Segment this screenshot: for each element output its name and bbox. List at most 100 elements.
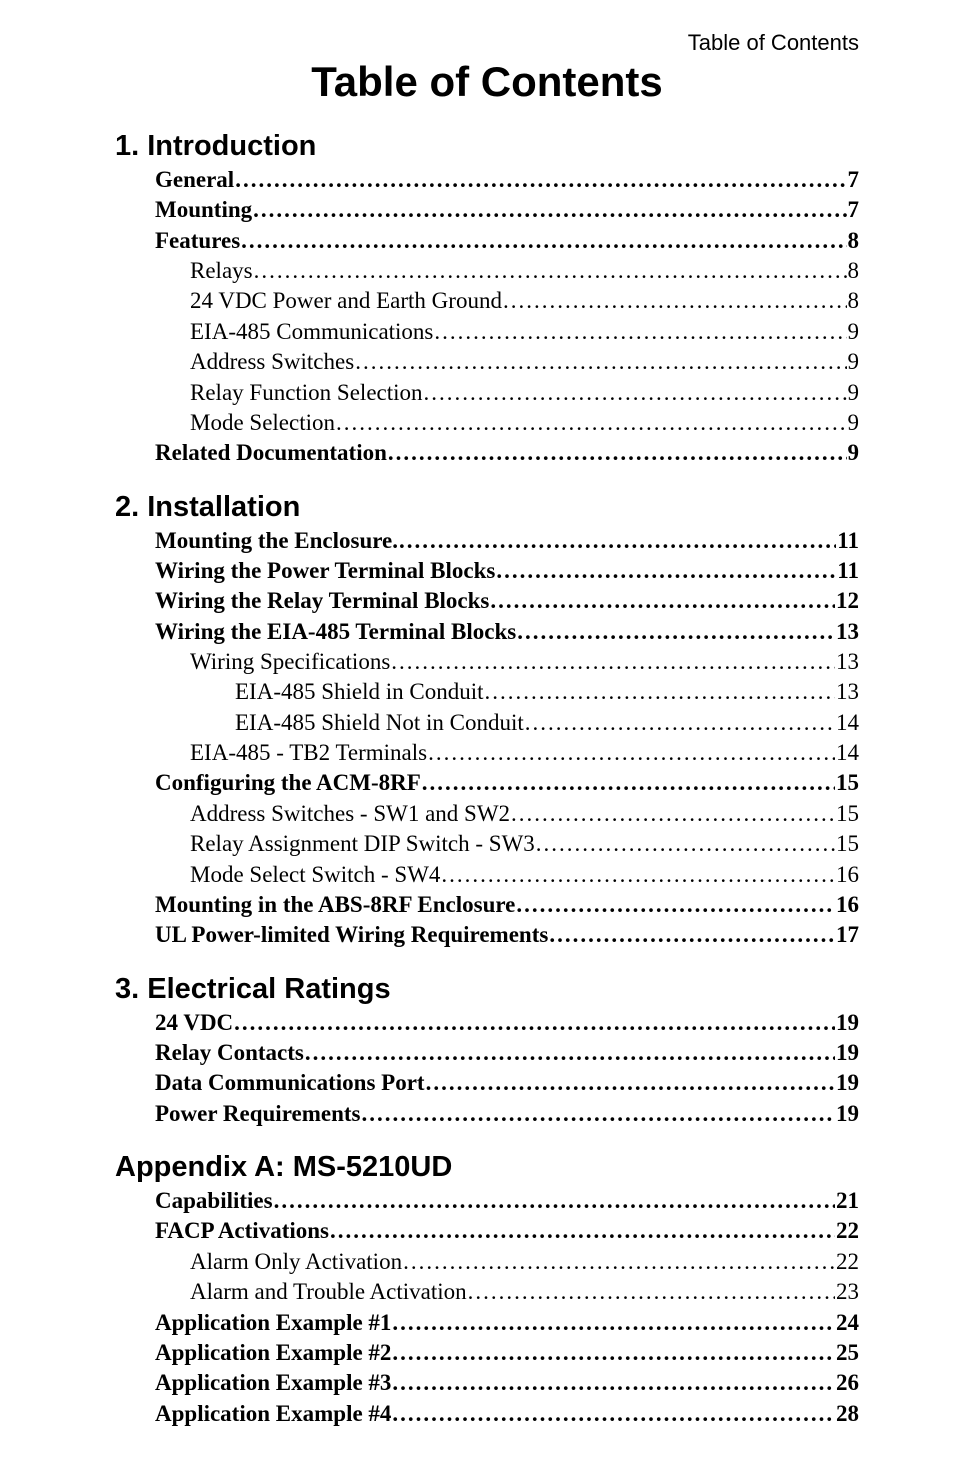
- toc-entry-dots: [235, 165, 846, 193]
- toc-entry-text: FACP Activations: [155, 1216, 329, 1246]
- toc-entry-dots: [503, 286, 847, 314]
- toc-entry-page: 13: [836, 677, 859, 707]
- toc-entry-dots: [392, 1308, 835, 1336]
- toc-entry-page: 8: [848, 226, 860, 256]
- toc-entry-page: 26: [836, 1368, 859, 1398]
- toc-entry-text: Wiring the EIA-485 Terminal Blocks: [155, 617, 516, 647]
- toc-entry-dots: [330, 1216, 835, 1244]
- toc-entry-page: 15: [836, 829, 859, 859]
- toc-entry-dots: [536, 829, 835, 857]
- toc-entry-dots: [361, 1099, 835, 1127]
- toc-entry-dots: [441, 860, 835, 888]
- toc-entry-page: 22: [836, 1216, 859, 1246]
- toc-entry-text: Related Documentation: [155, 438, 387, 468]
- toc-entry-dots: [549, 920, 835, 948]
- toc-entry-text: Features: [155, 226, 240, 256]
- toc-entry: Alarm and Trouble Activation 23: [115, 1277, 859, 1307]
- toc-entry-dots: [392, 1399, 835, 1427]
- toc-entry-page: 24: [836, 1308, 859, 1338]
- toc-entry-dots: [517, 617, 835, 645]
- toc-entry-page: 11: [837, 526, 859, 556]
- toc-entry-page: 21: [836, 1186, 859, 1216]
- toc-entry-text: EIA-485 - TB2 Terminals: [190, 738, 427, 768]
- toc-entry: Wiring Specifications 13: [115, 647, 859, 677]
- toc-entry: EIA-485 Communications 9: [115, 317, 859, 347]
- toc-entry-page: 19: [836, 1038, 859, 1068]
- toc-entry-page: 12: [836, 586, 859, 616]
- toc-entry-dots: [392, 1338, 835, 1366]
- toc-entry-page: 9: [848, 317, 860, 347]
- toc-entry-page: 8: [848, 286, 860, 316]
- toc-entry: Application Example #1 24: [115, 1308, 859, 1338]
- toc-entry: Alarm Only Activation 22: [115, 1247, 859, 1277]
- toc-entry: Relay Assignment DIP Switch - SW3 15: [115, 829, 859, 859]
- toc-entry-dots: [511, 799, 835, 827]
- toc-entry-text: Address Switches - SW1 and SW2: [190, 799, 510, 829]
- toc-entry-dots: [525, 708, 835, 736]
- toc-entry: Mounting 7: [115, 195, 859, 225]
- toc-entry-dots: [399, 526, 836, 554]
- toc-entry-page: 7: [848, 195, 860, 225]
- toc-entry-page: 25: [836, 1338, 859, 1368]
- toc-entry: Relay Contacts 19: [115, 1038, 859, 1068]
- toc-entry-page: 19: [836, 1099, 859, 1129]
- toc-entry-dots: [274, 1186, 835, 1214]
- toc-entry-dots: [490, 586, 835, 614]
- toc-entry-dots: [336, 408, 847, 436]
- toc-entry: Mounting in the ABS-8RF Enclosure 16: [115, 890, 859, 920]
- toc-entry-dots: [434, 317, 846, 345]
- toc-entry: Application Example #4 28: [115, 1399, 859, 1429]
- toc-entry-dots: [391, 647, 835, 675]
- toc-entry-dots: [392, 1368, 835, 1396]
- toc-entry: Application Example #2 25: [115, 1338, 859, 1368]
- toc-entry-text: UL Power-limited Wiring Requirements: [155, 920, 548, 950]
- toc-entry-dots: [234, 1008, 835, 1036]
- toc-entry-dots: [241, 226, 846, 254]
- toc-entry: FACP Activations 22: [115, 1216, 859, 1246]
- toc-entry-page: 8: [848, 256, 860, 286]
- toc-entry: UL Power-limited Wiring Requirements 17: [115, 920, 859, 950]
- section-title: 3. Electrical Ratings: [115, 973, 859, 1006]
- toc-entry-dots: [305, 1038, 835, 1066]
- toc-entry: Application Example #3 26: [115, 1368, 859, 1398]
- toc-entry-dots: [253, 195, 846, 223]
- toc-entry-text: Wiring the Relay Terminal Blocks: [155, 586, 489, 616]
- toc-entry-text: Mode Selection: [190, 408, 335, 438]
- toc-entry-page: 14: [836, 738, 859, 768]
- toc-entry-text: EIA-485 Shield in Conduit: [235, 677, 484, 707]
- toc-entry: Address Switches - SW1 and SW2 15: [115, 799, 859, 829]
- toc-entry-text: General: [155, 165, 234, 195]
- toc-entry-page: 9: [848, 378, 860, 408]
- toc-entry: Mounting the Enclosure.11: [115, 526, 859, 556]
- toc-entry-text: 24 VDC: [155, 1008, 233, 1038]
- toc-container: 1. IntroductionGeneral7Mounting 7Feature…: [115, 130, 859, 1429]
- toc-entry: Features 8: [115, 226, 859, 256]
- toc-entry-dots: [485, 677, 835, 705]
- toc-entry-page: 19: [836, 1008, 859, 1038]
- toc-entry-page: 9: [848, 408, 860, 438]
- toc-entry-text: 24 VDC Power and Earth Ground: [190, 286, 502, 316]
- toc-entry-dots: [516, 890, 835, 918]
- toc-entry-dots: [496, 556, 836, 584]
- toc-entry: EIA-485 - TB2 Terminals 14: [115, 738, 859, 768]
- toc-entry-text: Mounting: [155, 195, 252, 225]
- toc-entry-page: 19: [836, 1068, 859, 1098]
- toc-entry: Mode Select Switch - SW4 16: [115, 860, 859, 890]
- toc-entry: General7: [115, 165, 859, 195]
- section-title: 2. Installation: [115, 491, 859, 524]
- toc-entry-dots: [468, 1277, 835, 1305]
- toc-entry: EIA-485 Shield in Conduit 13: [115, 677, 859, 707]
- toc-entry-text: EIA-485 Shield Not in Conduit: [235, 708, 524, 738]
- toc-entry-text: Configuring the ACM-8RF: [155, 768, 421, 798]
- toc-entry: Data Communications Port 19: [115, 1068, 859, 1098]
- toc-entry-text: Application Example #3: [155, 1368, 391, 1398]
- toc-entry-text: Power Requirements: [155, 1099, 360, 1129]
- toc-entry-page: 9: [848, 347, 860, 377]
- toc-entry-page: 13: [836, 647, 859, 677]
- toc-entry: Power Requirements 19: [115, 1099, 859, 1129]
- toc-entry: Wiring the Relay Terminal Blocks 12: [115, 586, 859, 616]
- toc-entry-page: 14: [836, 708, 859, 738]
- toc-entry-dots: [424, 378, 847, 406]
- toc-entry-page: 11: [837, 556, 859, 586]
- toc-entry-page: 17: [836, 920, 859, 950]
